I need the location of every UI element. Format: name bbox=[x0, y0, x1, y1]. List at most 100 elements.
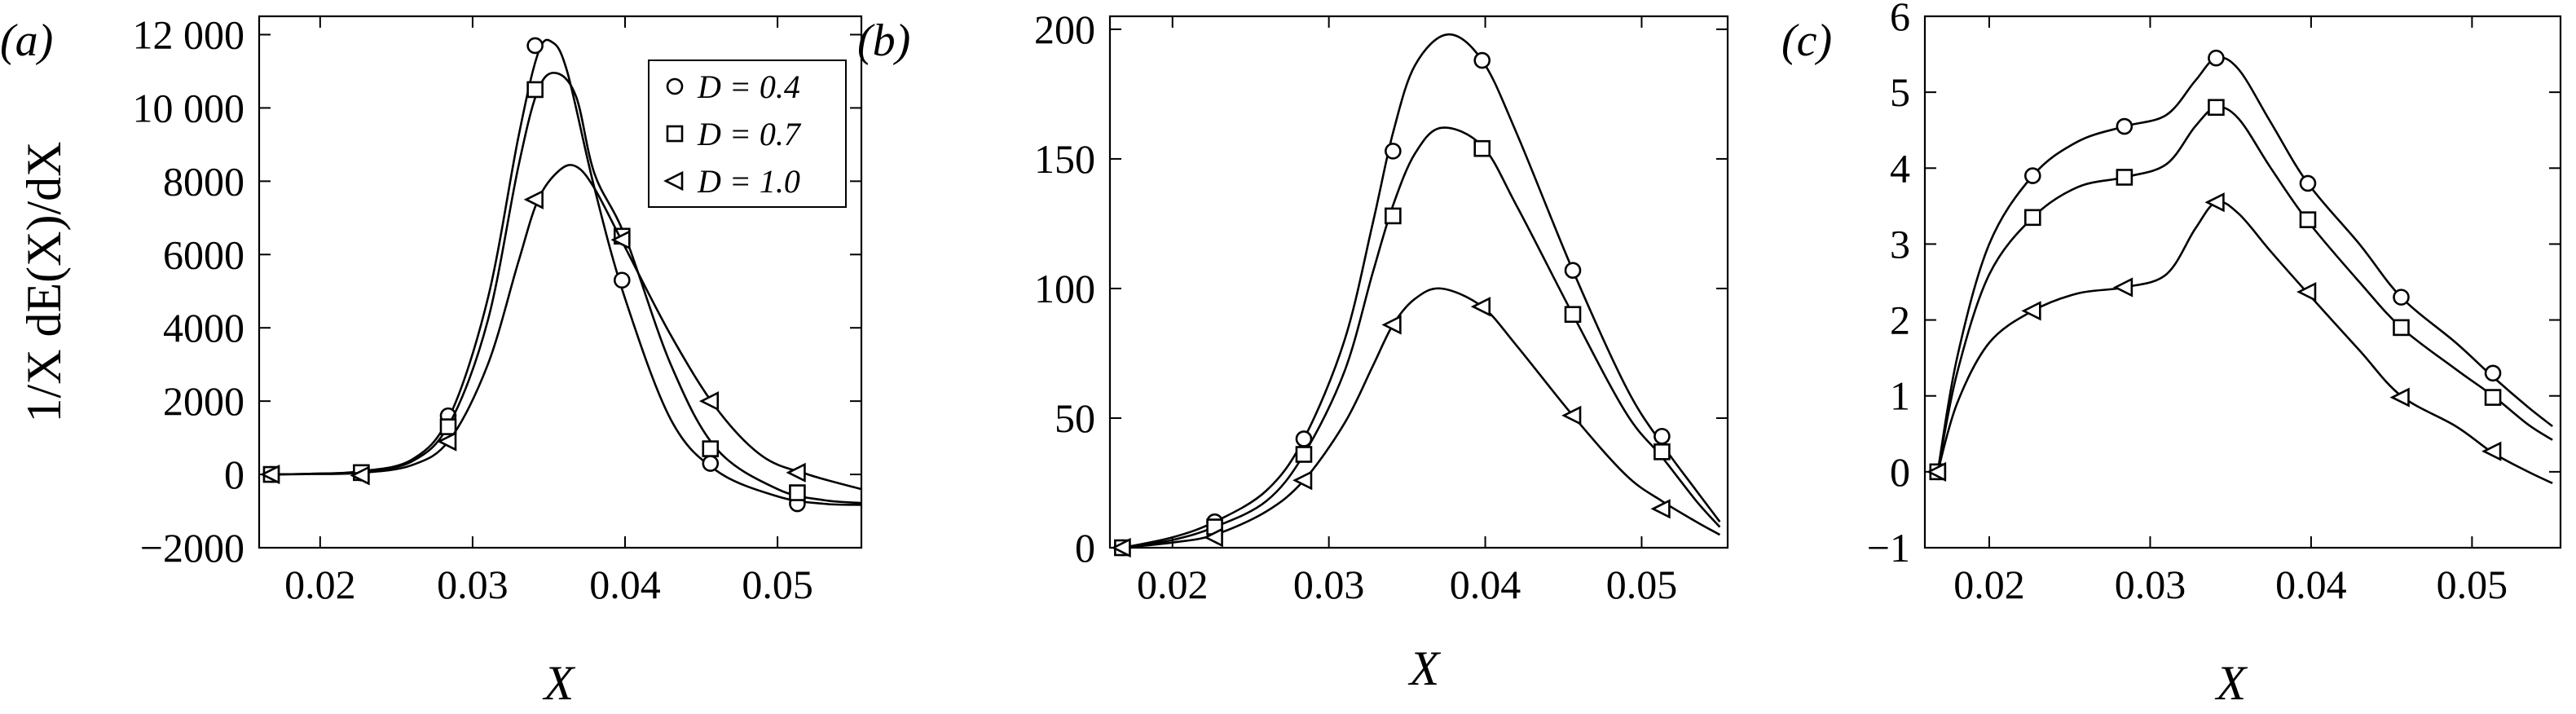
data-point bbox=[2112, 277, 2133, 298]
data-point bbox=[789, 484, 806, 501]
data-point bbox=[439, 418, 457, 435]
x-tick-label: 0.02 bbox=[1953, 562, 2025, 607]
y-axis-label: 1/X dE(X)/dX bbox=[17, 142, 71, 423]
data-point bbox=[2299, 174, 2317, 192]
panel-label: (a) bbox=[0, 15, 53, 66]
data-point bbox=[698, 391, 720, 412]
data-point bbox=[2481, 441, 2502, 461]
data-point bbox=[1385, 143, 1402, 160]
data-point bbox=[2484, 364, 2502, 382]
y-tick-label: 150 bbox=[1034, 136, 1095, 182]
series-square bbox=[1114, 126, 1721, 557]
series-circle bbox=[1929, 49, 2553, 481]
y-tick-label: 4 bbox=[1890, 145, 1910, 191]
data-point bbox=[1111, 537, 1131, 558]
data-point bbox=[2116, 169, 2133, 186]
x-tick-label: 0.03 bbox=[437, 562, 509, 607]
data-point bbox=[2393, 289, 2410, 306]
data-point bbox=[2296, 282, 2317, 302]
data-point bbox=[1926, 461, 1947, 482]
y-tick-label: 2 bbox=[1890, 298, 1910, 343]
data-point bbox=[610, 230, 631, 250]
data-point bbox=[2204, 192, 2225, 213]
data-point bbox=[526, 37, 544, 55]
x-axis-label: X bbox=[2215, 656, 2248, 710]
panel-1: 0.02 0.03 0.04 0.05 −2000 0 2000 4000 6000 8000 10… bbox=[0, 11, 863, 710]
x-tick-label: 0.02 bbox=[1137, 562, 1209, 607]
y-tick-label: 6000 bbox=[163, 231, 244, 277]
data-point bbox=[1564, 306, 1582, 324]
data-point bbox=[2024, 167, 2041, 184]
data-point bbox=[786, 462, 806, 483]
legend-label: D = 1.0 bbox=[697, 163, 800, 200]
data-point bbox=[2116, 117, 2133, 135]
y-tick-label: −1 bbox=[1867, 525, 1910, 571]
panel-label: (b) bbox=[857, 15, 910, 66]
legend-marker bbox=[663, 170, 684, 192]
panel-2: 0.02 0.03 0.04 0.05 0 50 100 150 200 (b) X bbox=[857, 7, 1729, 695]
y-tick-label: 1 bbox=[1890, 373, 1910, 419]
legend-marker bbox=[666, 125, 684, 143]
data-point bbox=[613, 271, 631, 289]
data-point bbox=[1653, 427, 1671, 445]
data-point bbox=[1385, 207, 1402, 225]
x-tick-label: 0.05 bbox=[2437, 562, 2508, 607]
data-point bbox=[1473, 51, 1491, 69]
y-tick-label: 3 bbox=[1890, 221, 1910, 267]
data-point bbox=[1564, 262, 1582, 279]
data-point bbox=[1295, 446, 1313, 463]
series-line bbox=[1122, 126, 1721, 549]
x-tick-label: 0.05 bbox=[742, 562, 813, 607]
plot-frame bbox=[258, 15, 863, 549]
y-tick-label: 0 bbox=[1075, 525, 1095, 571]
series-line bbox=[1936, 56, 2553, 473]
series-line bbox=[1122, 287, 1721, 549]
series-triangle-left bbox=[1926, 192, 2553, 484]
x-tick-label: 0.05 bbox=[1606, 562, 1678, 607]
x-tick-label: 0.04 bbox=[1450, 562, 1521, 607]
y-tick-label: 10 000 bbox=[133, 85, 245, 130]
y-tick-label: 5 bbox=[1890, 69, 1910, 115]
series-line bbox=[271, 164, 862, 491]
data-point bbox=[2393, 319, 2410, 337]
data-point bbox=[1292, 470, 1313, 491]
y-tick-label: 50 bbox=[1055, 395, 1095, 441]
series-line bbox=[271, 38, 862, 506]
data-point bbox=[1470, 297, 1491, 317]
series-line bbox=[1936, 106, 2553, 473]
y-tick-label: 4000 bbox=[163, 305, 244, 350]
y-tick-label: 12 000 bbox=[133, 11, 245, 57]
data-point bbox=[1561, 405, 1582, 425]
data-point bbox=[702, 455, 720, 472]
data-point bbox=[2024, 209, 2041, 227]
y-tick-label: −2000 bbox=[140, 525, 244, 571]
data-point bbox=[1653, 443, 1671, 461]
legend-marker bbox=[666, 77, 684, 95]
x-tick-label: 0.02 bbox=[284, 562, 356, 607]
data-point bbox=[350, 465, 370, 486]
x-tick-label: 0.04 bbox=[589, 562, 661, 607]
legend-label: D = 0.7 bbox=[697, 116, 802, 152]
series-line bbox=[1122, 33, 1721, 549]
x-axis-label: X bbox=[1408, 641, 1442, 695]
series-square bbox=[1929, 99, 2553, 481]
plot-frame bbox=[1108, 15, 1729, 549]
plot-frame bbox=[1923, 15, 2562, 549]
series-triangle-left bbox=[260, 164, 862, 491]
data-point bbox=[1203, 527, 1223, 548]
data-point bbox=[2484, 389, 2502, 406]
data-point bbox=[702, 440, 720, 457]
y-tick-label: 2000 bbox=[163, 378, 244, 424]
panel-3: 0.02 0.03 0.04 0.05 −1 0 1 2 3 4 5 6 (c) X bbox=[1781, 0, 2562, 710]
data-point bbox=[2299, 211, 2317, 228]
data-point bbox=[1473, 139, 1491, 157]
y-tick-label: 200 bbox=[1034, 7, 1095, 52]
data-point bbox=[2389, 387, 2410, 408]
x-axis-label: X bbox=[543, 656, 576, 710]
series-line bbox=[1936, 201, 2553, 484]
x-tick-label: 0.03 bbox=[2115, 562, 2186, 607]
data-point bbox=[2021, 301, 2041, 321]
data-point bbox=[437, 431, 457, 452]
legend: D = 0.4 D = 0.7 D = 1.0 bbox=[648, 60, 847, 208]
